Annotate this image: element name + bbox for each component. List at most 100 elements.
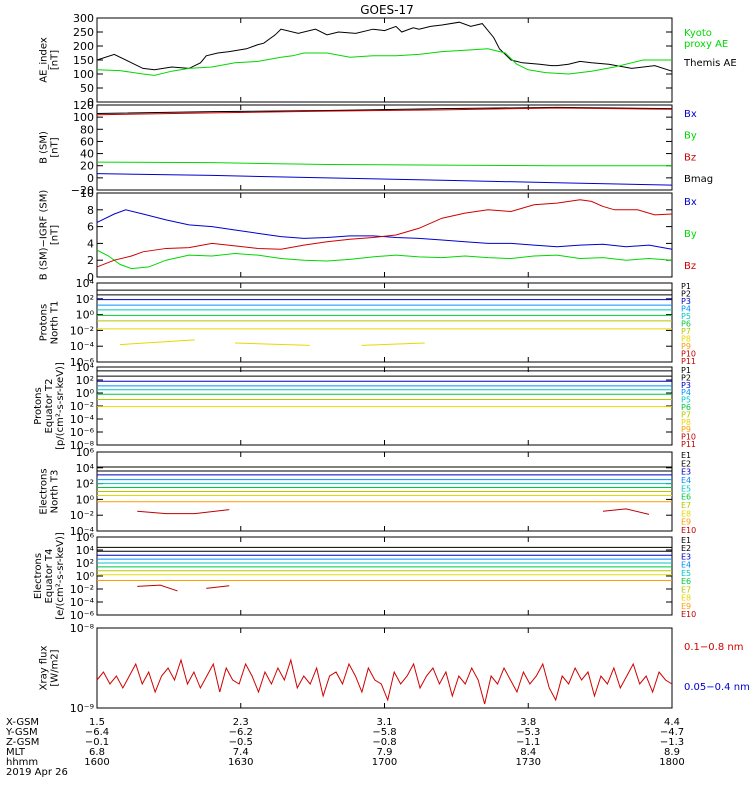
legend-entry: Kyoto [684, 28, 712, 39]
y-axis-label: [nT] [50, 137, 61, 157]
legend-entry: 0.1−0.8 nm [684, 642, 743, 653]
legend-entry: E1 [681, 451, 691, 460]
figure-title: GOES-17 [360, 3, 414, 17]
y-axis-label: AE_index [39, 37, 50, 83]
y-tick-label: 10⁻² [70, 324, 94, 337]
y-tick-label: 10⁴ [76, 544, 95, 557]
legend-entry: E2 [681, 544, 691, 553]
legend-entry: E6 [681, 577, 691, 586]
panel-pn: 10⁻⁶ 10⁻⁴ 10⁻² 10⁰ 10² 10⁴ Protons North T1 P1P2… [39, 277, 697, 369]
x-tick-label: −1.3 [660, 737, 684, 748]
y-tick-label: 2 [87, 254, 94, 267]
legend-entry: P5 [681, 396, 691, 405]
legend-entry: E5 [681, 484, 691, 493]
legend-entry: E10 [681, 610, 696, 619]
y-tick-label: 10⁰ [76, 493, 95, 506]
y-tick-label: 10² [76, 293, 94, 306]
y-tick-label: 10⁴ [76, 361, 95, 374]
x-tick-label: 3.8 [520, 717, 536, 728]
y-tick-label: 10⁻² [70, 583, 94, 596]
y-axis-label: North T1 [50, 301, 61, 345]
y-axis-label: Equator T4 [44, 549, 55, 604]
y-tick-label: 10⁰ [76, 309, 95, 322]
y-tick-label: 10⁶ [76, 531, 95, 544]
y-axis-label: Electrons [39, 468, 50, 514]
series-line [96, 106, 673, 114]
legend-entry: Bz [684, 261, 696, 272]
y-tick-label: 10⁻⁴ [70, 525, 95, 538]
legend-entry: P11 [681, 357, 696, 366]
y-tick-label: 10⁻⁹ [70, 702, 94, 715]
y-axis-label: Equator T2 [44, 379, 55, 434]
legend-entry: E6 [681, 493, 691, 502]
channel-segment [137, 584, 178, 592]
x-tick-label: 1700 [372, 757, 397, 768]
y-tick-label: 10 [80, 187, 94, 200]
x-tick-label: 4.4 [664, 717, 680, 728]
y-axis-label: [nT] [50, 50, 61, 70]
legend-entry: Bx [684, 197, 697, 208]
legend-entry: P6 [681, 320, 691, 329]
y-axis-label: North T3 [50, 470, 61, 514]
y-tick-label: 10² [76, 374, 94, 387]
y-tick-label: 10⁻⁴ [70, 340, 95, 353]
date-label: 2019 Apr 26 [6, 767, 68, 778]
x-row-label: X-GSM [6, 717, 39, 728]
y-tick-label: 10⁶ [76, 446, 95, 459]
y-tick-label: 10⁰ [76, 570, 95, 583]
x-tick-label: 1630 [228, 757, 253, 768]
x-tick-label: −6.2 [229, 727, 253, 738]
x-tick-label: 8.4 [520, 747, 536, 758]
y-tick-label: 10⁻⁴ [70, 596, 95, 609]
legend-entry: 0.05−0.4 nm [684, 682, 750, 693]
y-tick-label: 40 [80, 148, 94, 161]
series-line [96, 21, 673, 72]
x-tick-label: 8.9 [664, 747, 680, 758]
legend-entry: E8 [681, 509, 691, 518]
panel-frame [96, 104, 673, 191]
y-tick-label: 250 [73, 26, 94, 39]
y-axis-label: B (SM) [39, 131, 50, 164]
legend-entry: E8 [681, 594, 691, 603]
legend-entry: E9 [681, 602, 691, 611]
x-row-label: MLT [6, 747, 26, 758]
x-tick-label: −6.4 [85, 727, 109, 738]
legend-entry: Bz [684, 152, 696, 163]
x-tick-label: −5.3 [516, 727, 540, 738]
y-tick-label: 120 [73, 99, 94, 112]
y-tick-label: 10⁻⁴ [70, 413, 95, 426]
x-row-label: Y-GSM [5, 727, 38, 738]
y-tick-label: 10⁻⁶ [70, 426, 95, 439]
series-line [96, 209, 673, 250]
series-line [96, 249, 673, 270]
y-tick-label: 10² [76, 478, 94, 491]
y-tick-label: 10² [76, 557, 94, 570]
y-axis-label: Protons [39, 304, 50, 341]
y-tick-label: 0 [87, 172, 94, 185]
legend-entry: P10 [681, 433, 696, 442]
channel-segment [137, 509, 230, 515]
y-tick-label: 10⁻⁸ [70, 622, 95, 635]
legend-entry: P2 [681, 373, 691, 382]
x-tick-label: −1.1 [516, 737, 540, 748]
y-axis-label: [W/m2] [50, 649, 61, 686]
y-tick-label: 60 [80, 135, 94, 148]
y-tick-label: 50 [80, 82, 94, 95]
legend-entry: P8 [681, 418, 691, 427]
y-tick-label: 0 [87, 96, 94, 109]
legend-entry: E2 [681, 459, 691, 468]
legend-entry: P3 [681, 297, 691, 306]
y-axis-label: [nT] [50, 225, 61, 245]
y-tick-label: 100 [73, 68, 94, 81]
y-tick-label: 10⁴ [76, 462, 95, 475]
legend-entry: P4 [681, 388, 691, 397]
x-tick-label: 1730 [516, 757, 541, 768]
x-tick-label: 7.4 [233, 747, 249, 758]
y-axis-label: Electrons [33, 553, 44, 599]
legend-entry: By [684, 229, 697, 240]
legend-entry: E7 [681, 585, 691, 594]
x-tick-label: −0.8 [372, 737, 396, 748]
channel-segment [119, 339, 195, 346]
x-tick-label: −4.7 [660, 727, 684, 738]
